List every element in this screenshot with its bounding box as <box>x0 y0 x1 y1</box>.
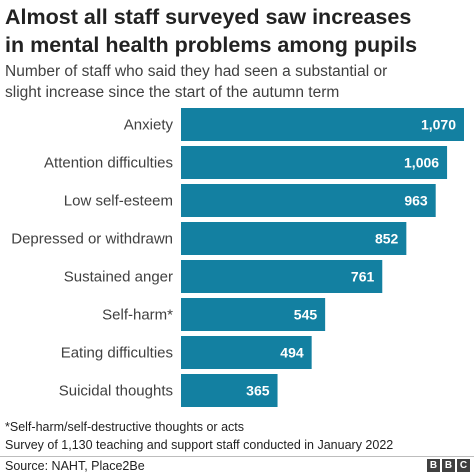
value-label: 761 <box>351 269 375 285</box>
bar-2 <box>181 184 436 217</box>
value-label: 1,070 <box>421 117 456 133</box>
footnote-survey: Survey of 1,130 teaching and support sta… <box>5 438 394 452</box>
bar-4 <box>181 260 383 293</box>
category-label: Low self-esteem <box>64 193 173 210</box>
source-text: Source: NAHT, Place2Be <box>5 459 145 473</box>
value-label: 852 <box>375 231 399 247</box>
value-label: 365 <box>246 383 270 399</box>
chart-subtitle-line-1: Number of staff who said they had seen a… <box>5 63 388 80</box>
value-label: 494 <box>280 345 304 361</box>
bar-6 <box>181 336 312 369</box>
chart-subtitle-line-2: slight increase since the start of the a… <box>5 84 340 101</box>
bar-0 <box>181 108 464 141</box>
category-label: Sustained anger <box>64 269 173 286</box>
bar-7 <box>181 374 278 407</box>
bar-5 <box>181 298 326 331</box>
category-label: Attention difficulties <box>44 155 173 172</box>
footnote-self-harm: *Self-harm/self-destructive thoughts or … <box>5 420 244 434</box>
value-label: 545 <box>294 307 318 323</box>
footer-divider <box>0 456 474 457</box>
category-label: Depressed or withdrawn <box>11 231 173 248</box>
category-label: Eating difficulties <box>61 345 173 362</box>
category-label: Anxiety <box>124 117 174 134</box>
chart-title-line-2: in mental health problems among pupils <box>5 33 418 57</box>
value-label: 1,006 <box>404 155 439 171</box>
chart-title-line-1: Almost all staff surveyed saw increases <box>5 5 412 29</box>
category-label: Self-harm* <box>102 307 173 324</box>
chart-title: Almost all staff surveyed saw increases … <box>5 3 469 59</box>
bar-3 <box>181 222 407 255</box>
bbc-logo: B B C <box>427 459 470 472</box>
bbc-logo-letter: C <box>457 459 470 472</box>
bar-1 <box>181 146 448 179</box>
bbc-logo-letter: B <box>427 459 440 472</box>
chart-subtitle: Number of staff who said they had seen a… <box>5 61 469 103</box>
bbc-logo-letter: B <box>442 459 455 472</box>
category-label: Suicidal thoughts <box>59 383 173 400</box>
value-label: 963 <box>404 193 428 209</box>
